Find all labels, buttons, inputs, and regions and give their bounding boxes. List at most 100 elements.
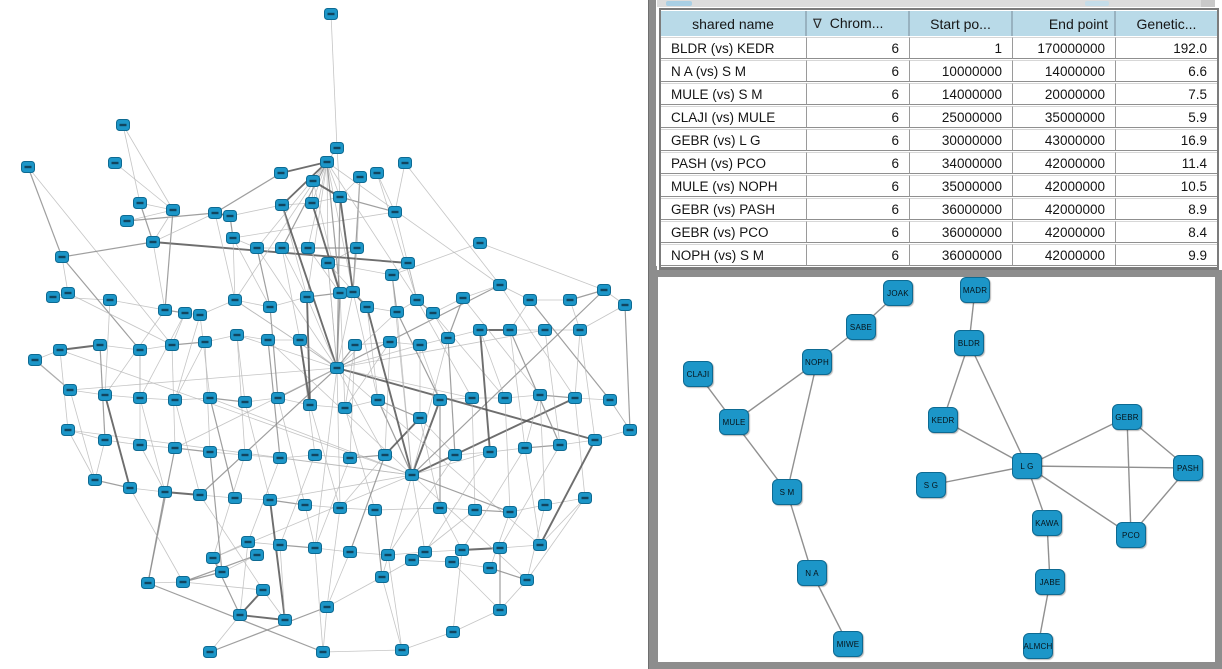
column-header-end-point[interactable]: End point (1013, 11, 1116, 36)
network-node-madr[interactable]: MADR (960, 277, 990, 303)
column-header-chrom-[interactable]: ∇ Chrom... (807, 11, 910, 36)
table-cell[interactable]: 42000000 (1013, 198, 1116, 220)
main-network-canvas[interactable] (0, 0, 648, 669)
network-node-noph[interactable]: NOPH (802, 349, 832, 375)
table-cell[interactable]: 6 (807, 83, 910, 105)
network-edge (281, 204, 338, 369)
table-cell[interactable]: 1 (910, 37, 1013, 59)
table-cell[interactable]: 7.5 (1116, 83, 1217, 105)
network-node-joak[interactable]: JOAK (883, 280, 913, 306)
attribute-table-header[interactable]: shared name ∇ Chrom... Start po... End point… (661, 11, 1217, 36)
network-node-mule[interactable]: MULE (719, 409, 749, 435)
table-cell[interactable]: 6 (807, 244, 910, 266)
table-cell[interactable]: 20000000 (1013, 83, 1116, 105)
table-cell[interactable]: 6 (807, 175, 910, 197)
network-node-pco[interactable]: PCO (1116, 522, 1146, 548)
table-cell[interactable]: CLAJI (vs) MULE (661, 106, 807, 128)
table-cell[interactable]: GEBR (vs) PASH (661, 198, 807, 220)
table-cell[interactable]: 42000000 (1013, 221, 1116, 243)
table-row[interactable]: BLDR (vs) KEDR 6 1 170000000 192.0 (661, 37, 1217, 59)
table-cell[interactable]: 6 (807, 106, 910, 128)
table-cell[interactable]: 36000000 (910, 198, 1013, 220)
table-row[interactable]: N A (vs) S M 6 10000000 14000000 6.6 (661, 60, 1217, 82)
table-row[interactable]: GEBR (vs) L G 6 30000000 43000000 16.9 (661, 129, 1217, 151)
network-node-pash[interactable]: PASH (1173, 455, 1203, 481)
table-cell[interactable]: 34000000 (910, 152, 1013, 174)
table-row[interactable]: MULE (vs) S M 6 14000000 20000000 7.5 (661, 83, 1217, 105)
attribute-table-body[interactable]: BLDR (vs) KEDR 6 1 170000000 192.0 N A (vs) S… (661, 37, 1217, 266)
table-cell[interactable]: 10.5 (1116, 175, 1217, 197)
table-cell[interactable]: 6 (807, 37, 910, 59)
table-cell[interactable]: 11.4 (1116, 152, 1217, 174)
table-cell[interactable]: 14000000 (1013, 60, 1116, 82)
table-cell[interactable]: 6 (807, 198, 910, 220)
table-horizontal-scrollbar[interactable] (657, 0, 1215, 7)
table-cell[interactable]: 25000000 (910, 106, 1013, 128)
table-cell[interactable]: GEBR (vs) L G (661, 129, 807, 151)
table-cell[interactable]: 35000000 (910, 175, 1013, 197)
table-cell[interactable]: 14000000 (910, 83, 1013, 105)
table-cell[interactable]: 5.9 (1116, 106, 1217, 128)
network-node-jabe[interactable]: JABE (1035, 569, 1065, 595)
column-header-genetic-[interactable]: Genetic... (1116, 11, 1217, 36)
network-edge (968, 342, 1028, 467)
network-node-s-m[interactable]: S M (772, 479, 802, 505)
table-cell[interactable]: 8.4 (1116, 221, 1217, 243)
network-node-n-a[interactable]: N A (797, 560, 827, 586)
table-cell[interactable]: BLDR (vs) KEDR (661, 37, 807, 59)
table-cell[interactable]: 6 (807, 221, 910, 243)
table-cell[interactable]: 35000000 (1013, 106, 1116, 128)
network-node-kedr[interactable]: KEDR (928, 407, 958, 433)
table-cell[interactable]: 30000000 (910, 129, 1013, 151)
network-edge (182, 581, 264, 591)
table-cell[interactable]: MULE (vs) S M (661, 83, 807, 105)
network-edge (424, 451, 491, 553)
main-network-view[interactable] (0, 0, 648, 669)
table-cell[interactable]: 42000000 (1013, 175, 1116, 197)
table-cell[interactable]: 10000000 (910, 60, 1013, 82)
column-header-shared-name[interactable]: shared name (661, 11, 807, 36)
scrollbar-thumb[interactable] (666, 1, 692, 6)
network-node-kawa[interactable]: KAWA (1032, 510, 1062, 536)
table-cell[interactable]: 42000000 (1013, 244, 1116, 266)
table-cell[interactable]: 170000000 (1013, 37, 1116, 59)
node-label (378, 575, 386, 579)
network-node-gebr[interactable]: GEBR (1112, 404, 1142, 430)
table-cell[interactable]: 6.6 (1116, 60, 1217, 82)
table-cell[interactable]: NOPH (vs) S M (661, 244, 807, 266)
table-cell[interactable]: MULE (vs) NOPH (661, 175, 807, 197)
table-row[interactable]: GEBR (vs) PASH 6 36000000 42000000 8.9 (661, 198, 1217, 220)
network-node-bldr[interactable]: BLDR (954, 330, 984, 356)
subnetwork-view[interactable]: MADR JOAK SABE BLDR NOPH CLAJI KEDR GEBR MULE L G… (658, 277, 1215, 662)
network-node-claji[interactable]: CLAJI (683, 361, 713, 387)
table-cell[interactable]: 6 (807, 152, 910, 174)
table-cell[interactable]: 6 (807, 129, 910, 151)
table-cell[interactable]: 9.9 (1116, 244, 1217, 266)
network-node-l-g[interactable]: L G (1012, 453, 1042, 479)
network-node-sabe[interactable]: SABE (846, 314, 876, 340)
table-cell[interactable]: 16.9 (1116, 129, 1217, 151)
table-cell[interactable]: N A (vs) S M (661, 60, 807, 82)
node-label (384, 553, 392, 557)
table-row[interactable]: NOPH (vs) S M 6 36000000 42000000 9.9 (661, 244, 1217, 266)
table-cell[interactable]: GEBR (vs) PCO (661, 221, 807, 243)
table-cell[interactable]: 36000000 (910, 221, 1013, 243)
table-row[interactable]: MULE (vs) NOPH 6 35000000 42000000 10.5 (661, 175, 1217, 197)
node-label (136, 348, 144, 352)
table-cell[interactable]: 43000000 (1013, 129, 1116, 151)
table-row[interactable]: GEBR (vs) PCO 6 36000000 42000000 8.4 (661, 221, 1217, 243)
table-cell[interactable]: PASH (vs) PCO (661, 152, 807, 174)
network-node-s-g[interactable]: S G (916, 472, 946, 498)
column-header-start-po-[interactable]: Start po... (910, 11, 1013, 36)
table-cell[interactable]: 42000000 (1013, 152, 1116, 174)
table-cell[interactable]: 6 (807, 60, 910, 82)
network-node-miwe[interactable]: MIWE (833, 631, 863, 657)
table-cell[interactable]: 8.9 (1116, 198, 1217, 220)
network-node-almch[interactable]: ALMCH (1023, 633, 1053, 659)
table-row[interactable]: PASH (vs) PCO 6 34000000 42000000 11.4 (661, 152, 1217, 174)
scrollbar-thumb[interactable] (1085, 1, 1109, 6)
node-label (476, 328, 484, 332)
table-cell[interactable]: 36000000 (910, 244, 1013, 266)
table-row[interactable]: CLAJI (vs) MULE 6 25000000 35000000 5.9 (661, 106, 1217, 128)
table-cell[interactable]: 192.0 (1116, 37, 1217, 59)
